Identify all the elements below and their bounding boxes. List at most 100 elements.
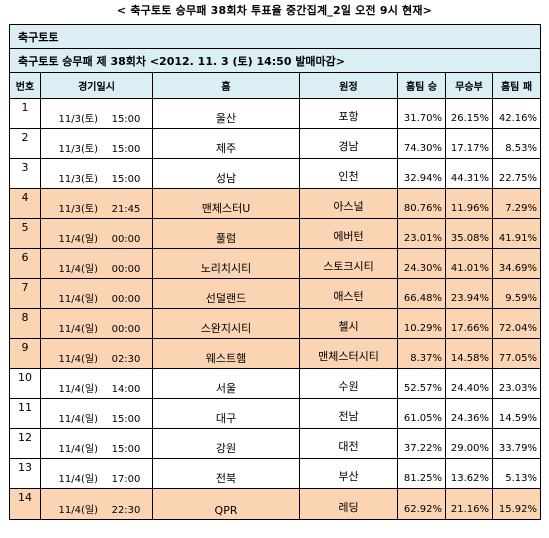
home-team: 강원 [153, 429, 300, 458]
home-win-rate: 52.57% [398, 369, 446, 398]
match-date: 11/3(토) [58, 144, 98, 155]
header-no: 번호 [10, 73, 41, 98]
draw-rate: 21.16% [446, 489, 493, 519]
match-date: 11/4(일) [58, 414, 98, 425]
draw-rate: 24.36% [446, 399, 493, 428]
away-team: 레딩 [300, 489, 398, 519]
draw-rate: 29.00% [446, 429, 493, 458]
home-team: 대구 [153, 399, 300, 428]
home-team: 웨스트햄 [153, 339, 300, 368]
header-home-win: 홈팀 승 [398, 73, 446, 98]
match-date: 11/3(토) [58, 114, 98, 125]
draw-rate: 23.94% [446, 279, 493, 308]
home-win-rate: 61.05% [398, 399, 446, 428]
match-number: 14 [10, 489, 41, 519]
match-number: 9 [10, 339, 41, 368]
away-team: 경남 [300, 129, 398, 158]
match-number: 10 [10, 369, 41, 398]
draw-rate: 35.08% [446, 219, 493, 248]
draw-rate: 17.17% [446, 129, 493, 158]
match-date: 11/4(일) [58, 294, 98, 305]
home-team: 성남 [153, 159, 300, 188]
match-time: 00:00 [100, 309, 153, 338]
home-lose-rate: 8.53% [505, 143, 537, 154]
header-away: 원정 [300, 73, 398, 98]
home-team: 노리치시티 [153, 249, 300, 278]
home-lose-rate: 15.92% [498, 504, 537, 515]
match-time: 15:00 [100, 399, 153, 428]
match-number: 1 [10, 99, 41, 128]
match-time: 00:00 [100, 219, 153, 248]
match-time: 02:30 [100, 339, 153, 368]
match-date: 11/4(일) [58, 234, 98, 245]
table-row: 13 11/4(일) 17:00 전북 부산 81.25% 13.62% 5.13% [10, 459, 540, 489]
match-number: 12 [10, 429, 41, 458]
match-number: 7 [10, 279, 41, 308]
table-header: 번호 경기일시 홈 원정 홈팀 승 무승부 홈팀 패 [10, 73, 540, 99]
home-team: 울산 [153, 99, 300, 128]
draw-rate: 17.66% [446, 309, 493, 338]
home-win-rate: 62.92% [398, 489, 446, 519]
table-body: 1 11/3(토) 15:00 울산 포항 31.70% 26.15% 42.16% 2 11/3… [10, 99, 540, 519]
home-team: 서울 [153, 369, 300, 398]
table-row: 12 11/4(일) 15:00 강원 대전 37.22% 29.00% 33.79% [10, 429, 540, 459]
away-team: 스토크시티 [300, 249, 398, 278]
home-lose-rate: 72.04% [498, 323, 537, 334]
table-row: 8 11/4(일) 00:00 스완지시티 첼시 10.29% 17.66% 72.04% [10, 309, 540, 339]
away-team: 애스턴 [300, 279, 398, 308]
match-time: 15:00 [100, 129, 153, 158]
match-date: 11/4(일) [58, 324, 98, 335]
match-time: 15:00 [100, 159, 153, 188]
match-number: 5 [10, 219, 41, 248]
header-draw: 무승부 [446, 73, 493, 98]
match-time: 00:00 [100, 249, 153, 278]
draw-rate: 13.62% [446, 459, 493, 488]
away-team: 수원 [300, 369, 398, 398]
away-team: 에버턴 [300, 219, 398, 248]
draw-rate: 26.15% [446, 99, 493, 128]
home-win-rate: 81.25% [398, 459, 446, 488]
home-win-rate: 74.30% [398, 129, 446, 158]
header-home-lose: 홈팀 패 [500, 82, 533, 93]
table-row: 10 11/4(일) 14:00 서울 수원 52.57% 24.40% 23.03% [10, 369, 540, 399]
match-time: 00:00 [100, 279, 153, 308]
match-date: 11/4(일) [58, 264, 98, 275]
match-time: 21:45 [100, 189, 153, 218]
draw-rate: 41.01% [446, 249, 493, 278]
home-win-rate: 32.94% [398, 159, 446, 188]
table-row: 1 11/3(토) 15:00 울산 포항 31.70% 26.15% 42.16% [10, 99, 540, 129]
table-row: 9 11/4(일) 02:30 웨스트햄 맨체스터시티 8.37% 14.58% 77.05% [10, 339, 540, 369]
match-number: 6 [10, 249, 41, 278]
home-lose-rate: 23.03% [498, 383, 537, 394]
home-win-rate: 23.01% [398, 219, 446, 248]
home-win-rate: 31.70% [398, 99, 446, 128]
match-date: 11/3(토) [58, 204, 98, 215]
match-number: 13 [10, 459, 41, 488]
home-lose-rate: 41.91% [498, 233, 537, 244]
home-team: QPR [153, 489, 300, 519]
match-time: 17:00 [100, 459, 153, 488]
home-team: 스완지시티 [153, 309, 300, 338]
away-team: 대전 [300, 429, 398, 458]
home-win-rate: 80.76% [398, 189, 446, 218]
table-row: 6 11/4(일) 00:00 노리치시티 스토크시티 24.30% 41.01% 34.69… [10, 249, 540, 279]
match-number: 11 [10, 399, 41, 428]
round-subtitle: 축구토토 승무패 제 38회차 <2012. 11. 3 (토) 14:50 발… [10, 49, 540, 73]
draw-rate: 44.31% [446, 159, 493, 188]
home-win-rate: 37.22% [398, 429, 446, 458]
match-number: 2 [10, 129, 41, 158]
results-table: 축구토토 축구토토 승무패 제 38회차 <2012. 11. 3 (토) 14… [9, 24, 541, 520]
match-time: 15:00 [100, 429, 153, 458]
home-lose-rate: 33.79% [498, 443, 537, 454]
home-team: 제주 [153, 129, 300, 158]
table-row: 11 11/4(일) 15:00 대구 전남 61.05% 24.36% 14.59% [10, 399, 540, 429]
home-win-rate: 66.48% [398, 279, 446, 308]
table-row: 3 11/3(토) 15:00 성남 인천 32.94% 44.31% 22.75% [10, 159, 540, 189]
match-date: 11/4(일) [58, 444, 98, 455]
match-time: 15:00 [100, 99, 153, 128]
home-lose-rate: 14.59% [498, 413, 537, 424]
match-date: 11/4(일) [58, 354, 98, 365]
match-time: 14:00 [100, 369, 153, 398]
home-team: 풀럼 [153, 219, 300, 248]
draw-rate: 24.40% [446, 369, 493, 398]
